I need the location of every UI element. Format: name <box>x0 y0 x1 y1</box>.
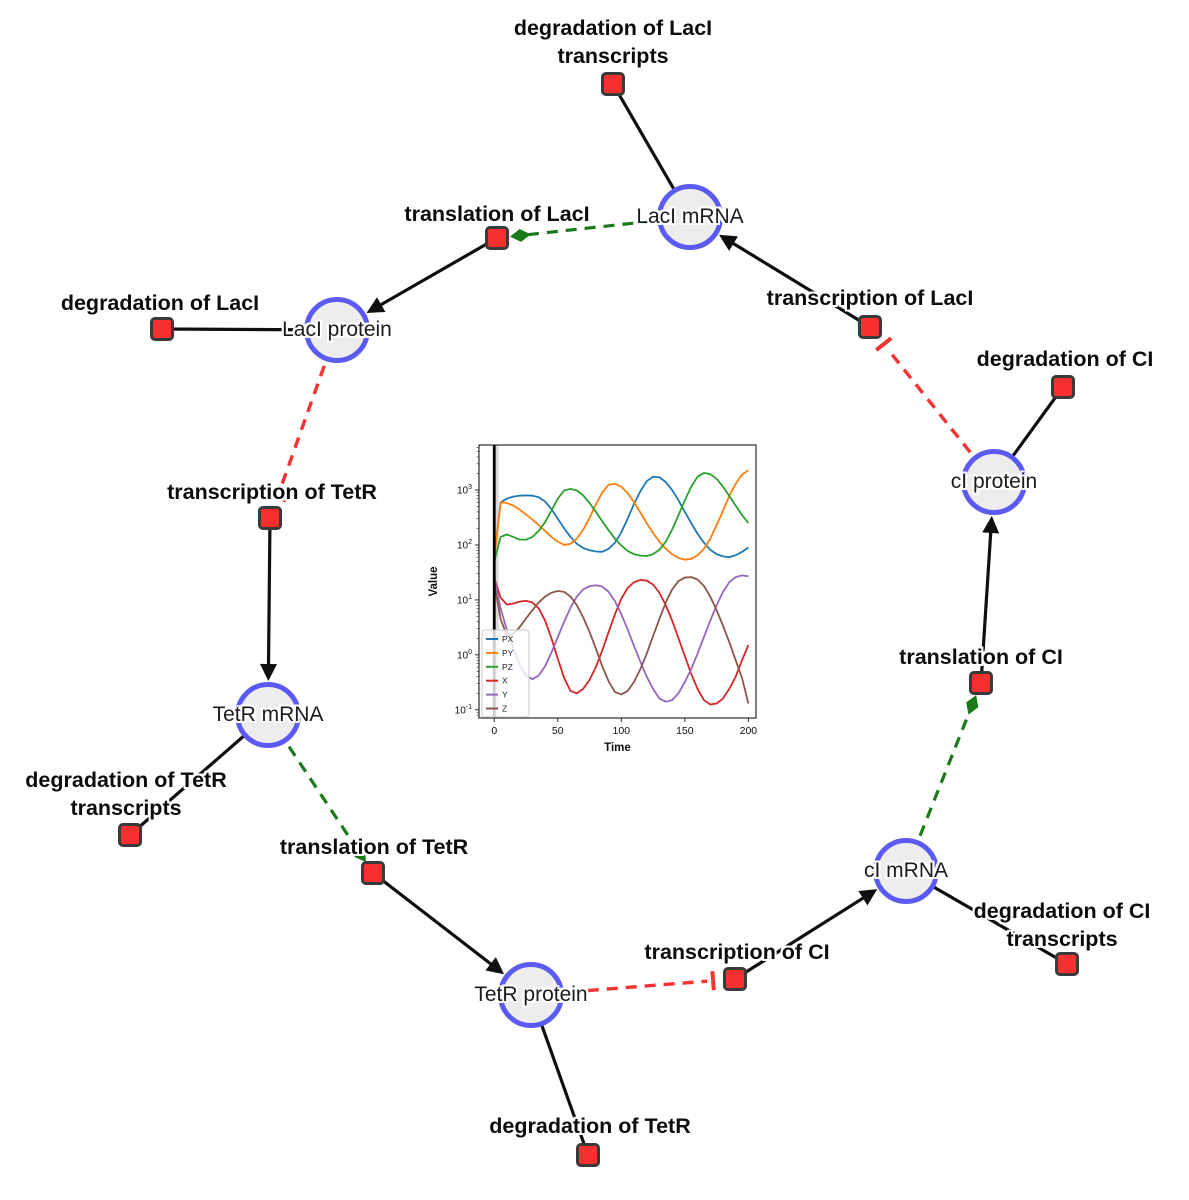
inhibition-tee-head <box>875 336 893 352</box>
arrow-head <box>485 957 505 975</box>
arrow-head <box>982 515 1000 534</box>
reaction-node-degradation-laci[interactable] <box>150 317 174 341</box>
species-label-laci-mrna: LacI mRNA <box>636 205 744 228</box>
inhibition-tee-head <box>710 971 716 991</box>
svg-text:150: 150 <box>676 725 694 737</box>
reaction-label-translation-laci: translation of LacI <box>404 202 590 226</box>
reaction-node-degradation-tetr-transcripts[interactable] <box>118 823 142 847</box>
reaction-label-translation-tetr: translation of TetR <box>279 835 469 859</box>
reaction-node-degradation-ci-transcripts[interactable] <box>1055 952 1079 976</box>
series-PY <box>493 469 749 561</box>
species-label-ci-mrna: cI mRNA <box>864 859 948 882</box>
reaction-label-transcription-tetr: transcription of TetR <box>167 480 377 504</box>
catalysis-diamond-head <box>509 228 531 242</box>
x-axis-label: Time <box>604 742 631 754</box>
reaction-node-transcription-laci[interactable] <box>858 315 882 339</box>
svg-text:100: 100 <box>457 649 472 662</box>
inhibition-tee-head <box>267 492 288 503</box>
reaction-node-translation-tetr[interactable] <box>361 861 385 885</box>
reaction-node-transcription-tetr[interactable] <box>258 506 282 530</box>
edge-translation-tetr-to-tetr-protein <box>372 871 505 975</box>
edge-translation-laci-to-laci-protein <box>366 236 498 314</box>
event-band <box>495 445 499 718</box>
edge-translation-ci-to-ci-protein <box>979 515 1000 684</box>
species-node-tetr-mrna[interactable]: TetR mRNA <box>213 682 323 748</box>
species-node-laci-mrna[interactable]: LacI mRNA <box>636 184 744 250</box>
arrow-head <box>719 234 738 251</box>
reaction-label-degradation-tetr: degradation of TetR <box>489 1114 691 1138</box>
reaction-node-degradation-ci[interactable] <box>1051 375 1075 399</box>
legend-label-X: X <box>502 676 508 686</box>
svg-text:50: 50 <box>552 725 564 737</box>
catalysis-diamond-head <box>966 695 979 715</box>
species-node-ci-protein[interactable]: cI protein <box>951 449 1037 515</box>
species-node-tetr-protein[interactable]: TetR protein <box>474 962 588 1028</box>
reaction-node-translation-laci[interactable] <box>485 226 509 250</box>
species-node-laci-protein[interactable]: LacI protein <box>282 297 392 363</box>
legend-label-Z: Z <box>502 704 507 714</box>
reaction-node-degradation-tetr[interactable] <box>576 1143 600 1167</box>
y-axis-label: Value <box>428 566 440 596</box>
reaction-node-degradation-laci-transcripts[interactable] <box>601 72 625 96</box>
svg-text:101: 101 <box>457 594 472 607</box>
reaction-label-translation-ci: translation of CI <box>899 645 1063 669</box>
legend: PX PY PZ XYZ <box>481 629 530 718</box>
reaction-label-degradation-laci: degradation of LacI <box>60 291 260 315</box>
species-label-ci-protein: cI protein <box>950 470 1038 493</box>
species-label-tetr-mrna: TetR mRNA <box>212 703 324 726</box>
legend-label-PY: PY <box>502 648 514 658</box>
reaction-node-transcription-ci[interactable] <box>723 967 747 991</box>
svg-text:200: 200 <box>740 725 758 737</box>
legend-label-Y: Y <box>502 690 508 700</box>
curves <box>493 469 750 706</box>
species-label-tetr-protein: TetR protein <box>474 983 588 1006</box>
edge-transcription-ci-to-ci-mrna <box>734 889 878 981</box>
legend-label-PZ: PZ <box>502 662 513 672</box>
timecourse-plot: 0 50 100 150 200 10-1 100 101 102 103 Time Value PX P… <box>425 430 775 765</box>
timecourse-plot-svg: 0 50 100 150 20010-1100101102103TimeValuePXP… <box>428 444 758 754</box>
svg-text:10-1: 10-1 <box>455 704 472 717</box>
svg-text:100: 100 <box>613 725 631 737</box>
arrow-head <box>260 663 278 682</box>
reaction-label-transcription-laci: transcription of LacI <box>766 286 974 310</box>
species-node-ci-mrna[interactable]: cI mRNA <box>864 838 948 904</box>
edge-transcription-laci-to-laci-mrna <box>719 234 871 329</box>
reaction-label-degradation-tetr-transcripts: degradation of TetR transcripts <box>25 768 227 820</box>
legend-label-PX: PX <box>502 634 514 644</box>
arrow-head <box>858 889 878 906</box>
series-Z <box>493 576 750 704</box>
svg-text:102: 102 <box>457 539 472 552</box>
reaction-label-transcription-ci: transcription of CI <box>644 940 830 964</box>
catalysis-diamond-head <box>354 844 366 863</box>
reaction-label-degradation-laci-transcripts: degradation of LacI transcripts <box>513 16 713 68</box>
species-label-laci-protein: LacI protein <box>282 318 392 341</box>
series-PZ <box>493 472 750 562</box>
svg-text:0: 0 <box>491 725 497 737</box>
series-Y <box>493 574 749 703</box>
plot-frame <box>478 444 757 719</box>
reaction-label-degradation-ci-transcripts: degradation of CI transcripts <box>973 899 1151 951</box>
reaction-label-degradation-ci: degradation of CI <box>976 347 1154 371</box>
svg-text:103: 103 <box>457 484 472 496</box>
reaction-node-translation-ci[interactable] <box>969 671 993 695</box>
edge-transcription-tetr-to-tetr-mrna <box>260 517 278 682</box>
arrow-head <box>366 297 386 314</box>
